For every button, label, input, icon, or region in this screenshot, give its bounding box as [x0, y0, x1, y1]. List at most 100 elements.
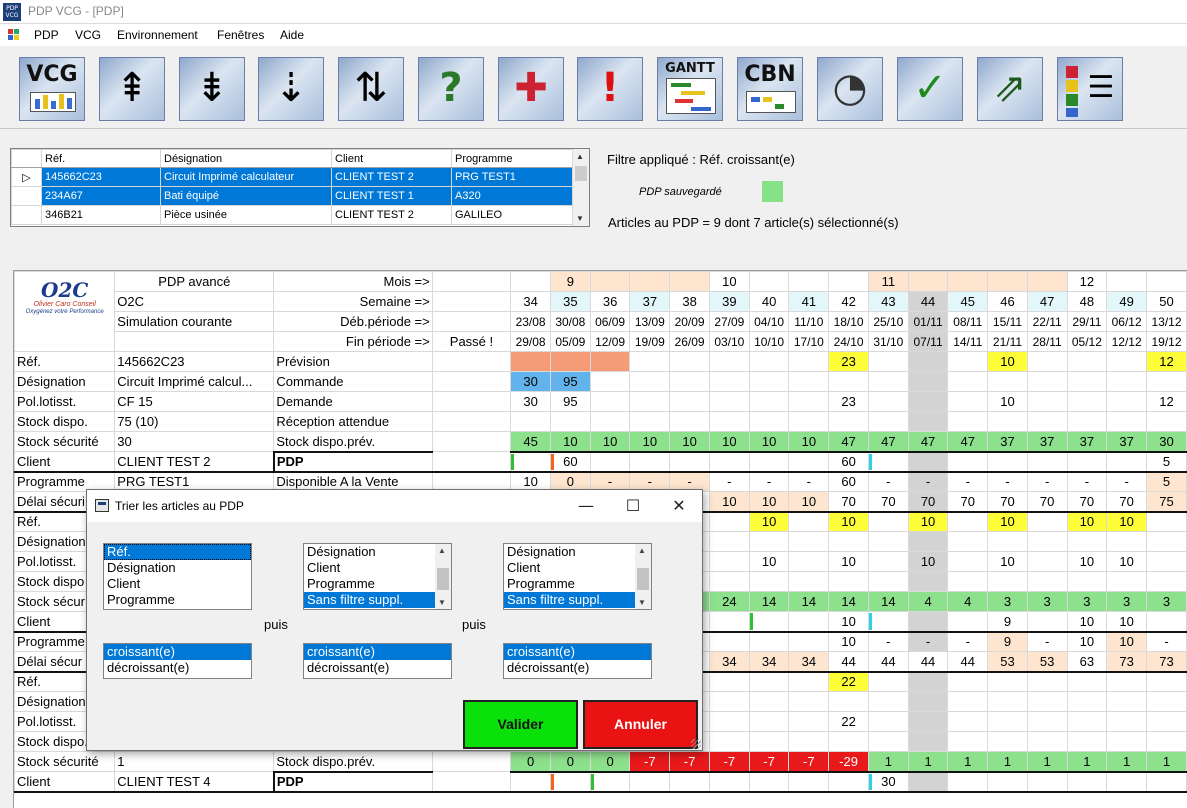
week-value-cell[interactable]: 44 — [867, 651, 909, 673]
week-value-cell[interactable] — [589, 391, 631, 412]
week-value-cell[interactable] — [1026, 770, 1068, 793]
week-value-cell[interactable] — [1146, 571, 1187, 592]
week-value-cell[interactable] — [947, 391, 989, 412]
week-value-cell[interactable]: 10 — [828, 551, 869, 572]
week-value-cell[interactable] — [947, 711, 989, 732]
week-value-cell[interactable]: 37 — [987, 431, 1028, 452]
week-value-cell[interactable] — [867, 551, 909, 572]
week-value-cell[interactable] — [1026, 531, 1068, 552]
week-value-cell[interactable]: 44 — [907, 651, 949, 673]
week-value-cell[interactable] — [748, 351, 790, 372]
week-value-cell[interactable]: 44 — [947, 651, 989, 673]
grid-data-row[interactable]: Client CLIENT TEST 4 PDP 30 — [14, 770, 1187, 793]
sort-key-1-list[interactable]: Réf. Désignation Client Programme — [103, 543, 252, 610]
menu-vcg[interactable]: VCG — [75, 28, 102, 42]
article-row[interactable]: 234A67 Bati équipé CLIENT TEST 1 A320 — [11, 186, 573, 206]
week-value-cell[interactable]: 22 — [828, 671, 869, 692]
week-value-cell[interactable] — [708, 511, 750, 532]
week-value-cell[interactable] — [510, 450, 551, 473]
week-value-cell[interactable]: - — [867, 471, 909, 492]
grid-data-row[interactable]: Client CLIENT TEST 2 PDP 60 60 5 — [14, 450, 1187, 473]
sort-order-2-list[interactable]: croissant(e) décroissant(e) — [303, 643, 452, 679]
week-value-cell[interactable] — [748, 371, 790, 392]
week-value-cell[interactable] — [907, 770, 949, 793]
articles-table[interactable]: Réf. Désignation Client Programme ▷ 1456… — [10, 148, 590, 227]
week-value-cell[interactable]: 37 — [1106, 431, 1148, 452]
scroll-up-icon[interactable]: ▲ — [638, 546, 646, 555]
list-item[interactable]: Programme — [507, 576, 575, 591]
week-value-cell[interactable]: -7 — [788, 751, 830, 772]
week-value-cell[interactable]: 10 — [987, 551, 1028, 572]
week-value-cell[interactable]: 10 — [1106, 551, 1148, 572]
week-value-cell[interactable] — [788, 671, 830, 692]
week-value-cell[interactable]: 10 — [1066, 551, 1108, 572]
week-value-cell[interactable] — [708, 450, 750, 473]
stack-down-tool-button[interactable]: ⇟ — [179, 57, 245, 121]
week-value-cell[interactable]: -7 — [669, 751, 710, 772]
week-value-cell[interactable] — [788, 371, 830, 392]
list-item[interactable]: décroissant(e) — [107, 660, 190, 675]
week-value-cell[interactable] — [1106, 371, 1148, 392]
menu-environnement[interactable]: Environnement — [117, 28, 198, 42]
week-value-cell[interactable] — [629, 450, 671, 473]
week-value-cell[interactable] — [708, 631, 750, 652]
search-tool-button[interactable]: ? — [418, 57, 484, 121]
week-value-cell[interactable]: 34 — [748, 651, 790, 673]
week-value-cell[interactable] — [589, 411, 631, 432]
week-value-cell[interactable]: 60 — [549, 450, 591, 473]
week-value-cell[interactable] — [987, 770, 1028, 793]
week-value-cell[interactable] — [867, 571, 909, 592]
week-value-cell[interactable]: 4 — [907, 591, 949, 612]
week-value-cell[interactable]: - — [1066, 471, 1108, 492]
scroll-thumb[interactable] — [437, 568, 449, 590]
week-value-cell[interactable] — [947, 611, 989, 633]
list-item[interactable]: décroissant(e) — [307, 660, 390, 675]
week-value-cell[interactable]: - — [907, 631, 949, 652]
article-row[interactable]: 346B21 Pièce usinée CLIENT TEST 2 GALILE… — [11, 205, 573, 225]
week-value-cell[interactable]: 0 — [549, 751, 591, 772]
week-value-cell[interactable] — [1026, 711, 1068, 732]
list-item[interactable]: décroissant(e) — [507, 660, 590, 675]
week-value-cell[interactable] — [589, 770, 631, 793]
week-value-cell[interactable] — [788, 351, 830, 372]
week-value-cell[interactable] — [1026, 611, 1068, 633]
week-value-cell[interactable] — [947, 770, 989, 793]
week-value-cell[interactable] — [748, 691, 790, 712]
week-value-cell[interactable]: 3 — [1106, 591, 1148, 612]
week-value-cell[interactable] — [708, 711, 750, 732]
week-value-cell[interactable]: 1 — [867, 751, 909, 772]
week-value-cell[interactable] — [1146, 671, 1187, 692]
week-value-cell[interactable] — [867, 691, 909, 712]
week-value-cell[interactable] — [788, 391, 830, 412]
week-value-cell[interactable] — [1106, 691, 1148, 712]
week-value-cell[interactable] — [1066, 450, 1108, 473]
week-value-cell[interactable]: 23 — [828, 391, 869, 412]
week-value-cell[interactable]: - — [1026, 631, 1068, 652]
week-value-cell[interactable] — [867, 411, 909, 432]
week-value-cell[interactable] — [669, 411, 710, 432]
week-value-cell[interactable] — [788, 551, 830, 572]
week-value-cell[interactable] — [1026, 571, 1068, 592]
week-value-cell[interactable] — [589, 450, 631, 473]
week-value-cell[interactable] — [589, 351, 631, 372]
week-value-cell[interactable]: 10 — [549, 431, 591, 452]
week-value-cell[interactable] — [1066, 691, 1108, 712]
col-programme-header[interactable]: Programme — [451, 149, 573, 168]
list-item[interactable]: Désignation — [107, 560, 176, 575]
week-value-cell[interactable] — [828, 770, 869, 793]
week-value-cell[interactable]: 3 — [1026, 591, 1068, 612]
week-value-cell[interactable]: 70 — [1026, 491, 1068, 513]
grid-data-row[interactable]: Stock dispo. 75 (10) Réception attendue — [14, 411, 1187, 432]
col-ref-header[interactable]: Réf. — [41, 149, 161, 168]
week-value-cell[interactable] — [549, 770, 591, 793]
week-value-cell[interactable] — [510, 411, 551, 432]
list-item[interactable]: croissant(e) — [104, 644, 251, 660]
week-value-cell[interactable] — [828, 731, 869, 752]
week-value-cell[interactable] — [1066, 411, 1108, 432]
week-value-cell[interactable]: 63 — [1066, 651, 1108, 673]
week-value-cell[interactable] — [629, 371, 671, 392]
week-value-cell[interactable]: 10 — [708, 491, 750, 513]
mdi-system-menu-icon[interactable] — [8, 29, 20, 40]
week-value-cell[interactable] — [748, 450, 790, 473]
insert-tool-button[interactable]: ⇣ — [258, 57, 324, 121]
